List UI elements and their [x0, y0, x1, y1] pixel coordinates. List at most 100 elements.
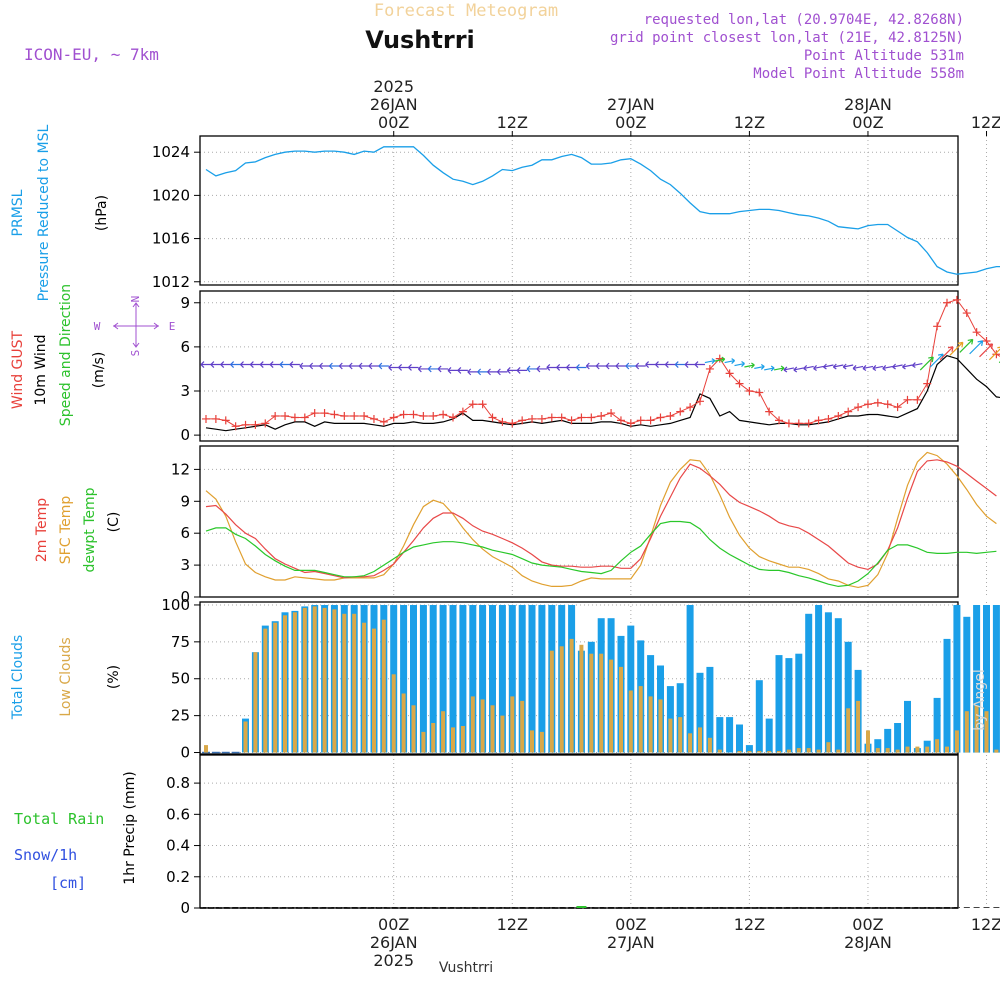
- wind-label-3: Speed and Direction: [58, 284, 74, 426]
- wind-arrow: [289, 361, 300, 368]
- gust-marker: [913, 395, 922, 404]
- model-label: ICON-EU, ~ 7km: [24, 45, 159, 64]
- pressure-label-1: PRMSL: [10, 189, 26, 236]
- y-tick-label: 0.2: [166, 868, 190, 886]
- gust-marker: [636, 416, 645, 425]
- total-cloud-bar: [429, 605, 437, 753]
- compass-cross: [113, 302, 159, 348]
- rain-bar: [884, 907, 891, 908]
- wind-arrow: [625, 362, 636, 370]
- low-cloud-bar: [945, 746, 949, 753]
- wind-arrow: [585, 362, 597, 370]
- bottom-time-label: 27JAN: [607, 933, 655, 952]
- cloud-unit: (%): [106, 665, 122, 689]
- wind-arrow: [526, 365, 538, 373]
- gust-marker: [626, 419, 635, 428]
- wind-arrow: [793, 366, 804, 373]
- wind-arrow: [744, 362, 755, 369]
- low-cloud-bar: [964, 711, 969, 753]
- low-cloud-bar: [431, 723, 436, 753]
- gust-marker: [765, 407, 774, 416]
- wind-arrow: [427, 365, 439, 373]
- gust-marker: [261, 419, 270, 428]
- total-cloud-bar: [795, 653, 803, 753]
- gust-marker: [379, 417, 388, 426]
- gust-marker: [804, 419, 813, 428]
- low-cloud-bar: [283, 615, 287, 753]
- compass-rose: N S W E: [94, 296, 176, 357]
- y-tick-label: 0.6: [166, 805, 190, 823]
- gust-marker: [646, 416, 655, 425]
- wind-arrow: [536, 365, 547, 373]
- wind-10m-line: [205, 355, 1000, 432]
- gust-marker: [221, 416, 230, 425]
- rain-bar: [835, 907, 842, 908]
- gust-marker: [419, 412, 428, 420]
- low-cloud-bar: [915, 746, 920, 753]
- low-cloud-bar: [974, 705, 979, 753]
- gust-marker: [429, 412, 438, 420]
- y-tick-label: 1012: [152, 273, 190, 291]
- low-cloud-bar: [846, 708, 851, 753]
- low-cloud-bar: [856, 700, 861, 753]
- bottom-time-label: 26JAN: [370, 933, 418, 952]
- gust-marker: [666, 412, 675, 420]
- pressure-unit: (hPa): [94, 195, 110, 231]
- panel-0: 1012 1016 1020 1024: [152, 135, 988, 291]
- total-cloud-bar: [765, 718, 773, 753]
- wind-arrow: [506, 366, 518, 374]
- gust-marker: [369, 414, 378, 423]
- compass-n: N: [129, 296, 142, 303]
- gust-marker: [686, 403, 695, 412]
- gust-marker: [458, 407, 467, 416]
- rain-bar: [588, 907, 595, 908]
- low-cloud-bar: [826, 742, 831, 753]
- wind-label-1: Wind GUST: [10, 330, 26, 409]
- gust-marker: [547, 413, 556, 422]
- wind-arrow: [635, 362, 646, 370]
- low-cloud-bar: [668, 718, 673, 753]
- wind-arrow: [979, 343, 994, 358]
- gust-marker: [607, 409, 616, 418]
- pressure-label-2: Pressure Reduced to MSL: [36, 124, 52, 301]
- wind-arrow: [595, 362, 607, 370]
- gust-marker: [399, 410, 408, 419]
- low-cloud-bar: [391, 674, 396, 753]
- low-cloud-bar: [767, 751, 772, 753]
- y-tick-label: 100: [161, 596, 190, 614]
- gust-marker: [735, 379, 744, 388]
- gust-marker: [903, 395, 912, 404]
- wind-arrow: [803, 365, 814, 371]
- wind-arrow: [862, 365, 874, 371]
- wind-arrow: [447, 366, 458, 374]
- low-cloud-bar: [273, 622, 278, 753]
- gust-marker: [705, 364, 714, 373]
- gust-marker: [943, 298, 951, 307]
- wind-arrow: [358, 362, 370, 370]
- gust-marker: [389, 413, 398, 422]
- low-cloud-bar: [984, 711, 989, 753]
- bottom-time-label: 00Z: [378, 915, 409, 934]
- wind-arrow: [329, 362, 340, 370]
- compass-w: W: [94, 320, 101, 333]
- y-tick-label: 0.4: [166, 837, 190, 855]
- wind-arrow: [852, 365, 864, 371]
- total-cloud-bar: [894, 723, 902, 753]
- compass-s: S: [129, 350, 142, 357]
- gust-marker: [676, 407, 685, 416]
- gust-marker: [873, 398, 882, 407]
- gust-marker: [992, 350, 1000, 359]
- wind-arrow: [348, 362, 360, 370]
- top-time-label: 2025: [373, 77, 414, 96]
- gust-marker: [350, 412, 359, 420]
- wind-arrow: [664, 361, 676, 368]
- gust-marker: [923, 379, 932, 388]
- low-cloud-bar: [421, 731, 426, 753]
- low-cloud-bar: [875, 748, 880, 753]
- gust-marker: [982, 337, 991, 345]
- gust-marker: [537, 414, 546, 423]
- pressure-line: [205, 146, 1000, 275]
- y-tick-label: 0: [180, 744, 190, 762]
- wind-arrow: [911, 362, 923, 369]
- wind-arrow: [259, 361, 271, 368]
